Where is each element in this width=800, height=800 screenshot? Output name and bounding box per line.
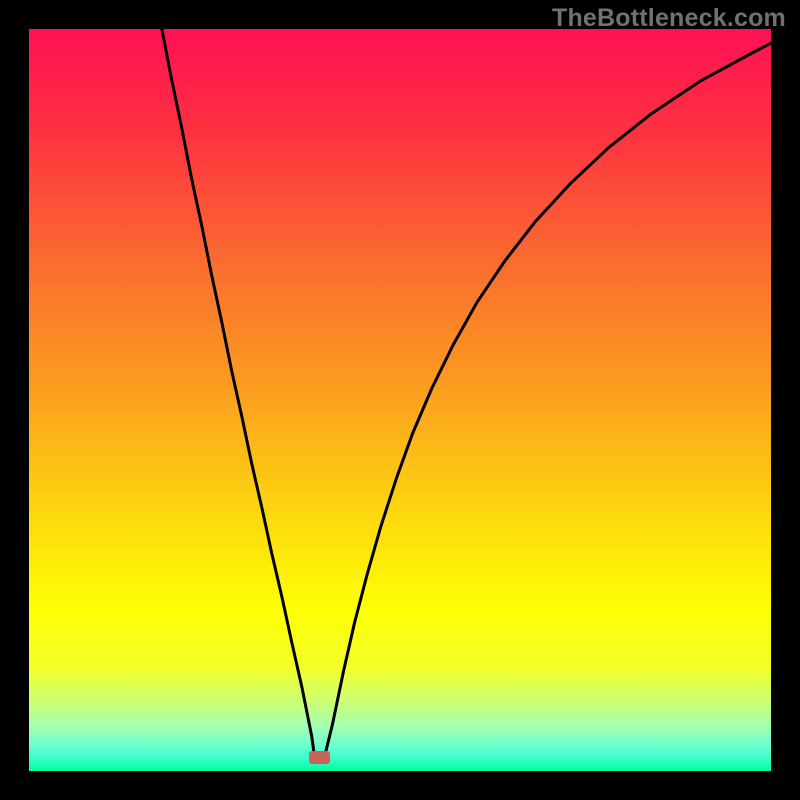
- heatmap-background: [29, 29, 771, 771]
- bottleneck-chart: [29, 29, 771, 771]
- optimum-marker: [309, 751, 330, 764]
- chart-stage: TheBottleneck.com: [0, 0, 800, 800]
- watermark-label: TheBottleneck.com: [552, 4, 786, 33]
